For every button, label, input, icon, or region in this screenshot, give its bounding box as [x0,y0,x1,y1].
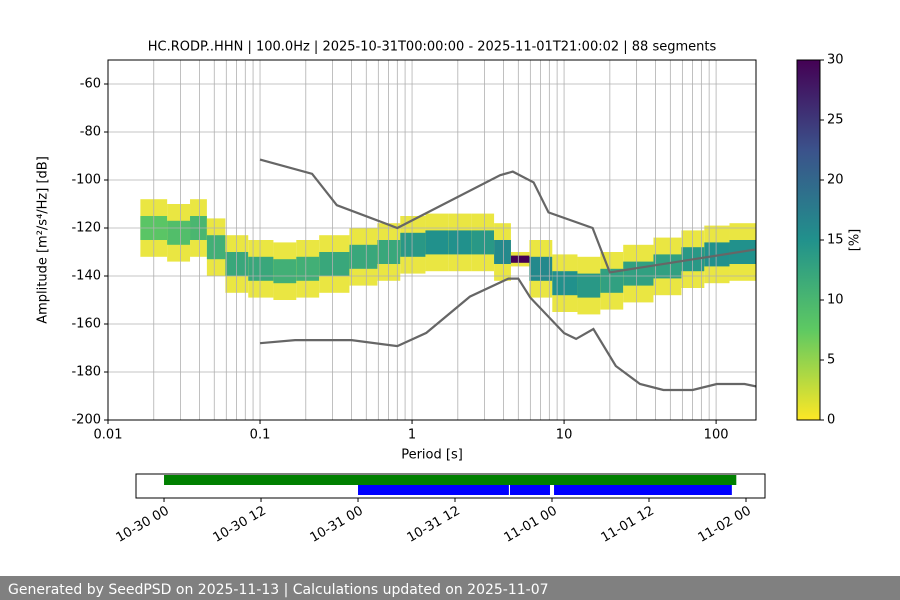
timeline-tick-label: 10-31 12 [405,504,463,546]
density [140,199,756,315]
y-tick-label: -200 [71,413,101,428]
density-core [471,230,495,255]
density-core [248,256,274,281]
timeline-tick-label: 11-02 00 [696,504,754,546]
timeline-frame [135,473,766,499]
x-tick-label: 100 [704,428,729,443]
colorbar [796,59,821,421]
density-core [206,235,226,260]
y-tick-label: -80 [80,125,101,140]
x-tick-label: 10 [556,428,573,443]
density-core [167,220,191,245]
colorbar-tick-label: 10 [827,293,844,308]
x-axis-label: Period [s] [401,448,463,463]
density-core [319,252,350,276]
colorbar-label: [%] [848,229,863,252]
timeline-tick-label: 10-30 00 [114,504,172,546]
timeline-bar [509,485,550,495]
y-tick-label: -100 [71,173,101,188]
timeline-tick-label: 11-01 00 [502,504,560,546]
footer-text: Generated by SeedPSD on 2025-11-13 | Cal… [8,582,549,598]
density-core [552,271,578,296]
density-core [577,273,601,298]
density-core [349,244,378,269]
y-tick-label: -180 [71,365,101,380]
density-core [510,255,530,263]
density-core [425,230,449,255]
noise-model-line [259,158,756,274]
density-core [448,230,472,255]
colorbar-tick-label: 20 [827,173,844,188]
timeline-bar [164,475,737,485]
density-core [400,232,426,257]
colorbar-tick-label: 25 [827,113,844,128]
colorbar-tick-label: 0 [827,413,835,428]
colorbar-tick-label: 5 [827,353,835,368]
colorbar-tick-label: 15 [827,233,844,248]
density-core [273,259,297,284]
y-tick-label: -160 [71,317,101,332]
timeline-bar [358,485,509,495]
x-tick-label: 1 [408,428,416,443]
density-core [653,254,682,279]
density-core [600,268,624,293]
timeline-tick-label: 10-30 12 [211,504,269,546]
y-tick-label: -140 [71,269,101,284]
y-axis-label: Amplitude [m²/s⁴/Hz] [dB] [36,156,51,324]
y-tick-label: -60 [80,77,101,92]
chart-title: HC.RODP..HHN | 100.0Hz | 2025-10-31T00:0… [148,40,717,55]
density-core [494,240,511,264]
y-tick-label: -120 [71,221,101,236]
footer-bar [0,576,900,600]
timeline-bar [554,485,732,495]
density-core [296,256,320,281]
colorbar-tick-label: 30 [827,53,844,68]
x-tick-label: 0.1 [250,428,271,443]
timeline-tick-label: 11-01 12 [599,504,657,546]
x-tick-label: 0.01 [94,428,123,443]
plot-frame [107,59,757,421]
timeline-tick-label: 10-31 00 [308,504,366,546]
noise-model-line [259,277,756,392]
